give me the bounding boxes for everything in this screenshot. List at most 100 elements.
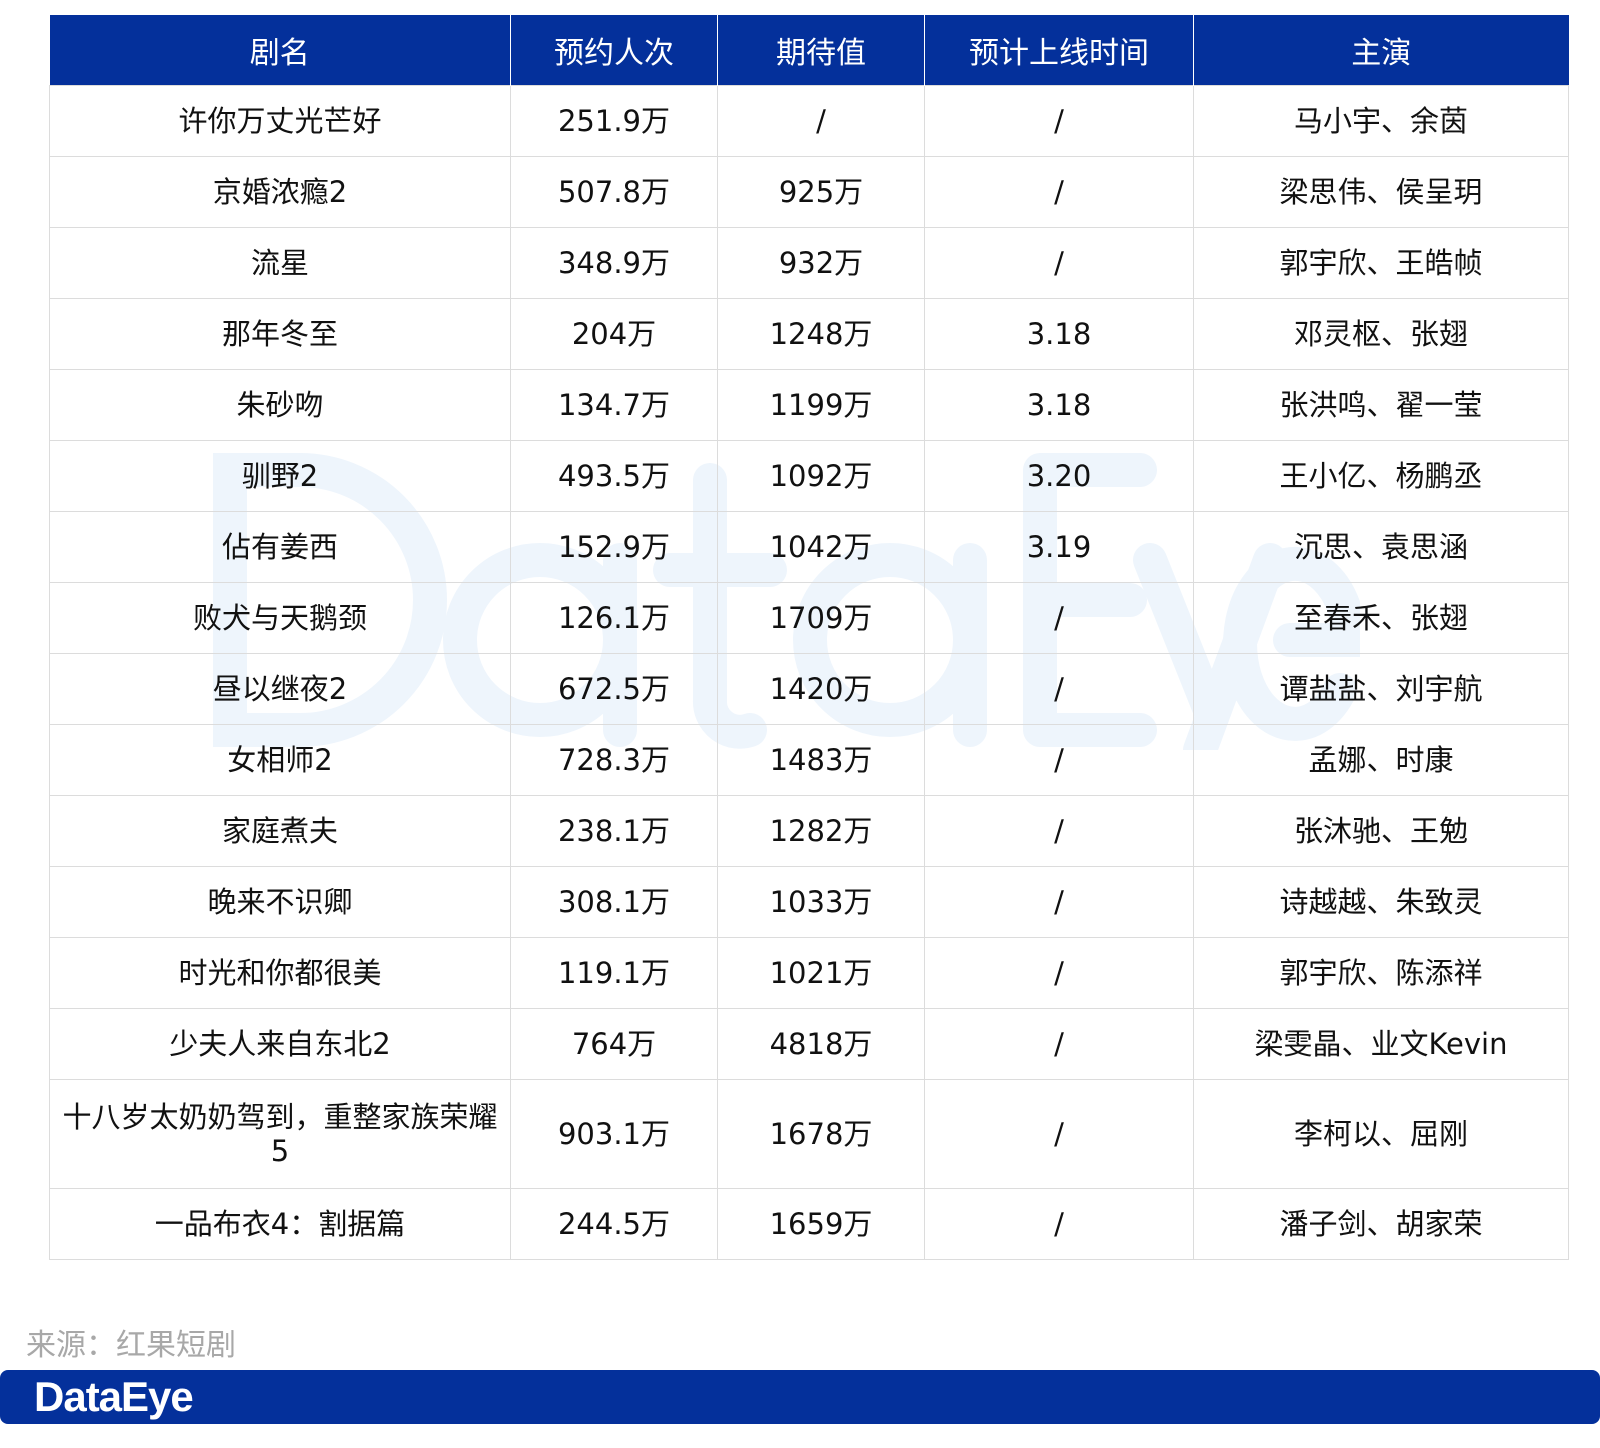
cell-release-date: / [924,1079,1194,1189]
column-header-release-date: 预计上线时间 [924,15,1194,86]
table-row: 一品布衣4：割据篇 244.5万 1659万 / 潘子剑、胡家荣 [49,1188,1569,1260]
cell-title: 家庭煮夫 [49,795,511,867]
dataeye-logo: DataEye [34,1373,194,1420]
cell-cast: 至春禾、张翅 [1193,582,1569,654]
cell-cast: 张洪鸣、翟一莹 [1193,369,1569,441]
cell-expectation: 1659万 [717,1188,925,1260]
cell-reservations: 672.5万 [510,653,718,725]
cell-expectation: 1483万 [717,724,925,796]
cell-title: 败犬与天鹅颈 [49,582,511,654]
cell-expectation: 1248万 [717,298,925,370]
cell-release-date: 3.18 [924,369,1194,441]
cell-reservations: 348.9万 [510,227,718,299]
column-header-title: 剧名 [49,15,511,86]
cell-reservations: 126.1万 [510,582,718,654]
cell-title: 那年冬至 [49,298,511,370]
cell-reservations: 251.9万 [510,85,718,157]
cell-expectation: 932万 [717,227,925,299]
cell-title: 女相师2 [49,724,511,796]
cell-title: 京婚浓瘾2 [49,156,511,228]
cell-cast: 李柯以、屈刚 [1193,1079,1569,1189]
table-row: 少夫人来自东北2 764万 4818万 / 梁雯晶、业文Kevin [49,1008,1569,1080]
cell-cast: 马小宇、余茵 [1193,85,1569,157]
cell-cast: 张沐驰、王勉 [1193,795,1569,867]
cell-cast: 诗越越、朱致灵 [1193,866,1569,938]
cell-title: 朱砂吻 [49,369,511,441]
cell-cast: 孟娜、时康 [1193,724,1569,796]
cell-title: 佔有姜西 [49,511,511,583]
cell-reservations: 728.3万 [510,724,718,796]
cell-cast: 郭宇欣、王皓帧 [1193,227,1569,299]
table-row: 朱砂吻 134.7万 1199万 3.18 张洪鸣、翟一莹 [49,369,1569,441]
cell-release-date: / [924,85,1194,157]
cell-expectation: 1282万 [717,795,925,867]
table-row: 流星 348.9万 932万 / 郭宇欣、王皓帧 [49,227,1569,299]
cell-reservations: 119.1万 [510,937,718,1009]
cell-title: 十八岁太奶奶驾到，重整家族荣耀5 [49,1079,511,1189]
cell-reservations: 764万 [510,1008,718,1080]
cell-reservations: 244.5万 [510,1188,718,1260]
cell-release-date: / [924,1008,1194,1080]
cell-cast: 王小亿、杨鹏丞 [1193,440,1569,512]
cell-title: 昼以继夜2 [49,653,511,725]
cell-release-date: 3.20 [924,440,1194,512]
table-header-row: 剧名 预约人次 期待值 预计上线时间 主演 [49,15,1569,86]
table-row: 败犬与天鹅颈 126.1万 1709万 / 至春禾、张翅 [49,582,1569,654]
cell-expectation: 1033万 [717,866,925,938]
cell-expectation: 1709万 [717,582,925,654]
cell-reservations: 134.7万 [510,369,718,441]
cell-reservations: 204万 [510,298,718,370]
cell-cast: 谭盐盐、刘宇航 [1193,653,1569,725]
cell-expectation: / [717,85,925,157]
table-row: 家庭煮夫 238.1万 1282万 / 张沐驰、王勉 [49,795,1569,867]
cell-reservations: 238.1万 [510,795,718,867]
cell-cast: 梁雯晶、业文Kevin [1193,1008,1569,1080]
cell-expectation: 1199万 [717,369,925,441]
cell-expectation: 1420万 [717,653,925,725]
column-header-expectation: 期待值 [717,15,925,86]
cell-reservations: 507.8万 [510,156,718,228]
cell-expectation: 1678万 [717,1079,925,1189]
table-row: 驯野2 493.5万 1092万 3.20 王小亿、杨鹏丞 [49,440,1569,512]
column-header-cast: 主演 [1193,15,1569,86]
cell-expectation: 925万 [717,156,925,228]
source-note: 来源：红果短剧 [26,1328,236,1363]
cell-expectation: 1092万 [717,440,925,512]
table-row: 那年冬至 204万 1248万 3.18 邓灵枢、张翅 [49,298,1569,370]
cell-cast: 潘子剑、胡家荣 [1193,1188,1569,1260]
table-row: 许你万丈光芒好 251.9万 / / 马小宇、余茵 [49,85,1569,157]
cell-expectation: 1042万 [717,511,925,583]
footer-bar: DataEye [0,1370,1600,1424]
cell-cast: 沉思、袁思涵 [1193,511,1569,583]
table-row: 佔有姜西 152.9万 1042万 3.19 沉思、袁思涵 [49,511,1569,583]
cell-title: 驯野2 [49,440,511,512]
cell-release-date: / [924,866,1194,938]
table-row: 晚来不识卿 308.1万 1033万 / 诗越越、朱致灵 [49,866,1569,938]
cell-release-date: / [924,724,1194,796]
cell-release-date: / [924,937,1194,1009]
cell-reservations: 493.5万 [510,440,718,512]
cell-release-date: 3.19 [924,511,1194,583]
cell-release-date: / [924,1188,1194,1260]
cell-cast: 郭宇欣、陈添祥 [1193,937,1569,1009]
cell-release-date: / [924,227,1194,299]
cell-expectation: 1021万 [717,937,925,1009]
cell-release-date: 3.18 [924,298,1194,370]
cell-title: 许你万丈光芒好 [49,85,511,157]
cell-reservations: 308.1万 [510,866,718,938]
cell-release-date: / [924,795,1194,867]
cell-title: 晚来不识卿 [49,866,511,938]
table-row: 女相师2 728.3万 1483万 / 孟娜、时康 [49,724,1569,796]
cell-title: 少夫人来自东北2 [49,1008,511,1080]
table-row: 昼以继夜2 672.5万 1420万 / 谭盐盐、刘宇航 [49,653,1569,725]
cell-title: 一品布衣4：割据篇 [49,1188,511,1260]
cell-release-date: / [924,653,1194,725]
cell-cast: 邓灵枢、张翅 [1193,298,1569,370]
cell-reservations: 152.9万 [510,511,718,583]
table-row: 京婚浓瘾2 507.8万 925万 / 梁思伟、侯呈玥 [49,156,1569,228]
cell-cast: 梁思伟、侯呈玥 [1193,156,1569,228]
cell-title: 时光和你都很美 [49,937,511,1009]
table-row: 十八岁太奶奶驾到，重整家族荣耀5 903.1万 1678万 / 李柯以、屈刚 [49,1079,1569,1189]
column-header-reservations: 预约人次 [510,15,718,86]
cell-release-date: / [924,582,1194,654]
